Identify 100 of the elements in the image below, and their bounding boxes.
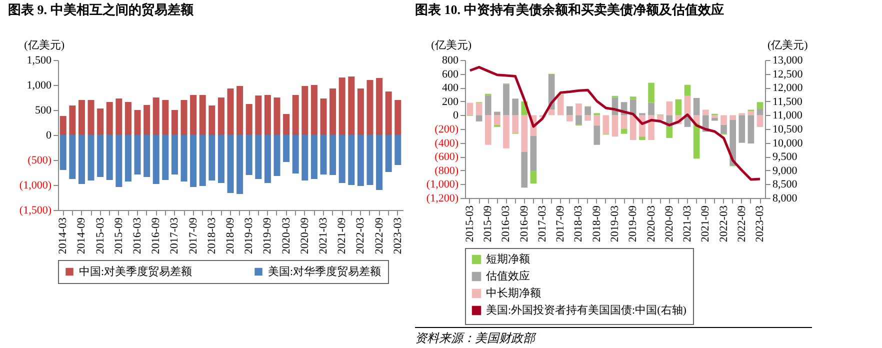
bar xyxy=(476,115,482,122)
bar xyxy=(302,135,308,180)
y-tick-label: 600 xyxy=(442,68,459,80)
x-tick-label: 2019-09 xyxy=(262,217,274,254)
x-tick-label: 2023-03 xyxy=(754,205,766,242)
bar xyxy=(666,126,673,138)
bar xyxy=(292,95,299,135)
bar xyxy=(530,171,537,184)
bar xyxy=(124,135,132,182)
bar xyxy=(648,102,654,116)
x-tick-label: 2016-09 xyxy=(518,205,530,242)
bar xyxy=(227,88,234,135)
bar xyxy=(97,108,104,135)
y-tick-label: 200 xyxy=(442,96,459,108)
x-tick-label: 2019-03 xyxy=(243,217,256,254)
x-tick-label: 2014-03 xyxy=(57,217,70,254)
bar xyxy=(338,78,346,135)
bar xyxy=(566,106,573,116)
y2-tick-label: 13,000 xyxy=(772,54,804,66)
bar xyxy=(756,108,764,116)
bar xyxy=(208,135,216,180)
y2-tick-label: 9,500 xyxy=(772,151,798,164)
x-tick-label: 2017-09 xyxy=(554,205,567,242)
bar xyxy=(227,135,234,193)
y-axis-title: (亿美元) xyxy=(431,38,472,52)
bar xyxy=(144,135,150,177)
bar xyxy=(630,115,636,140)
y2-tick-label: 10,500 xyxy=(772,124,804,136)
chart-title: 图表 9. 中美相互之间的贸易差额 xyxy=(8,2,194,17)
bar xyxy=(584,115,591,121)
bar xyxy=(246,104,252,135)
y-tick-label: 800 xyxy=(442,54,459,66)
bar xyxy=(720,124,727,134)
bar xyxy=(283,135,290,162)
y-tick-label: (400) xyxy=(434,137,459,150)
bar xyxy=(236,86,244,135)
bar xyxy=(255,135,262,179)
x-tick-label: 2020-03 xyxy=(280,217,292,254)
y2-axis-title: (亿美元) xyxy=(768,38,808,52)
bar xyxy=(88,100,94,135)
bar xyxy=(503,115,510,148)
x-tick-label: 2020-03 xyxy=(645,205,658,242)
y2-tick-label: 12,000 xyxy=(772,82,804,94)
x-tick-label: 2016-03 xyxy=(132,217,144,254)
bar xyxy=(357,88,364,135)
bar xyxy=(152,135,160,184)
x-tick-label: 2017-03 xyxy=(536,205,548,242)
bar xyxy=(557,95,564,116)
bar xyxy=(756,115,764,127)
y-tick-label: (600) xyxy=(434,151,459,164)
bar xyxy=(730,115,736,120)
bar xyxy=(144,105,150,135)
bar xyxy=(357,135,364,186)
x-tick-label: 2015-09 xyxy=(112,217,125,254)
x-tick-label: 2014-09 xyxy=(76,217,88,254)
bar xyxy=(152,98,160,135)
legend-label: 美国:外国投资者持有美国国债:中国(右轴) xyxy=(486,304,687,316)
x-tick-label: 2018-03 xyxy=(206,217,218,254)
bar xyxy=(162,100,169,135)
bar xyxy=(246,135,252,175)
bar xyxy=(199,95,206,135)
bar xyxy=(576,115,582,125)
bar xyxy=(748,111,754,116)
x-tick-label: 2022-09 xyxy=(373,217,386,254)
bar xyxy=(466,102,474,116)
y2-tick-label: 12,500 xyxy=(772,68,804,80)
y-tick-label: 400 xyxy=(442,82,459,94)
bar xyxy=(484,95,492,116)
bar xyxy=(97,135,104,177)
y-tick-label: 0 xyxy=(453,110,459,122)
bar xyxy=(348,76,355,135)
bar xyxy=(521,115,528,152)
bar xyxy=(385,92,392,135)
y-tick-label: (800) xyxy=(434,164,459,177)
y-tick-label: 1,500 xyxy=(26,54,52,66)
y2-tick-label: 11,500 xyxy=(772,96,803,108)
bar xyxy=(521,152,528,188)
x-tick-label: 2018-09 xyxy=(224,217,236,254)
bar xyxy=(162,135,169,180)
bar xyxy=(78,100,85,135)
bar xyxy=(594,126,600,145)
bar xyxy=(69,135,76,179)
y-tick-label: (1,000) xyxy=(426,178,459,191)
legend-label: 估值效应 xyxy=(486,270,530,282)
x-tick-label: 2021-09 xyxy=(336,217,348,254)
y2-tick-label: 9,000 xyxy=(772,164,798,177)
bar xyxy=(594,115,600,126)
x-tick-label: 2022-09 xyxy=(736,205,748,242)
bar xyxy=(476,102,482,116)
x-tick-label: 2020-09 xyxy=(298,217,311,254)
bar xyxy=(302,86,308,135)
y-tick-label: 0 xyxy=(46,130,52,142)
bar xyxy=(639,136,646,140)
y2-tick-label: 10,000 xyxy=(772,137,804,150)
legend-label: 中长期净额 xyxy=(486,286,541,300)
y-tick-label: (1,200) xyxy=(426,192,459,204)
legend-label: 中国:对美季度贸易差额 xyxy=(79,264,192,278)
bar xyxy=(576,103,582,116)
text: 资料来源：美国财政部 xyxy=(415,327,812,347)
line-series xyxy=(468,66,762,181)
